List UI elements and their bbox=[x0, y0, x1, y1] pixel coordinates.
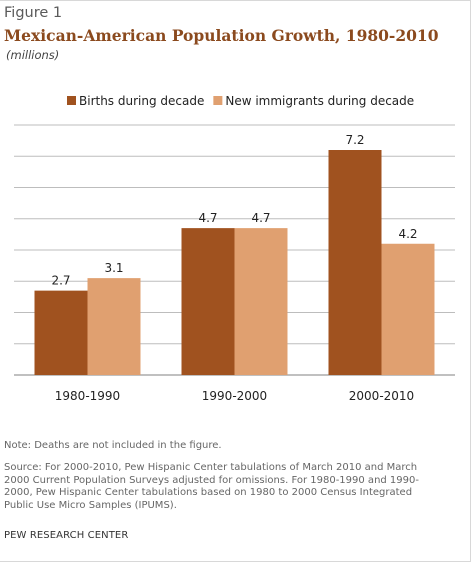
x-tick-label: 1990-2000 bbox=[202, 389, 267, 403]
data-label: 7.2 bbox=[345, 133, 364, 147]
source-line: 2000 Current Population Surveys adjusted… bbox=[4, 474, 419, 486]
data-label: 4.7 bbox=[251, 211, 270, 225]
bar bbox=[87, 278, 141, 375]
legend-swatch bbox=[213, 96, 223, 105]
chart-subtitle: (millions) bbox=[6, 48, 60, 62]
bar bbox=[181, 228, 235, 375]
source-line: Public Use Micro Samples (IPUMS). bbox=[4, 499, 177, 511]
bar bbox=[34, 290, 88, 375]
bar-chart: Births during decade New immigrants durin… bbox=[14, 94, 455, 403]
source-line: 2000, Pew Hispanic Center tabulations ba… bbox=[4, 487, 413, 498]
data-label: 3.1 bbox=[104, 261, 123, 275]
x-tick-label: 1980-1990 bbox=[55, 389, 120, 403]
bar bbox=[234, 228, 288, 375]
chart-note: Note: Deaths are not included in the fig… bbox=[4, 440, 222, 451]
legend-swatch bbox=[67, 96, 76, 105]
source-line: Source: For 2000-2010, Pew Hispanic Cent… bbox=[4, 462, 418, 473]
legend-label: New immigrants during decade bbox=[225, 94, 414, 108]
chart-title: Mexican-American Population Growth, 1980… bbox=[4, 26, 439, 45]
credit-line: PEW RESEARCH CENTER bbox=[4, 530, 129, 541]
bar bbox=[381, 243, 435, 375]
source-text: Source: For 2000-2010, Pew Hispanic Cent… bbox=[4, 462, 459, 512]
data-label: 4.2 bbox=[398, 227, 417, 241]
legend-label: Births during decade bbox=[79, 94, 204, 108]
data-label: 4.7 bbox=[198, 211, 217, 225]
x-tick-label: 2000-2010 bbox=[349, 389, 414, 403]
bar bbox=[328, 150, 382, 375]
data-label: 2.7 bbox=[51, 274, 70, 288]
figure-label: Figure 1 bbox=[4, 5, 63, 21]
